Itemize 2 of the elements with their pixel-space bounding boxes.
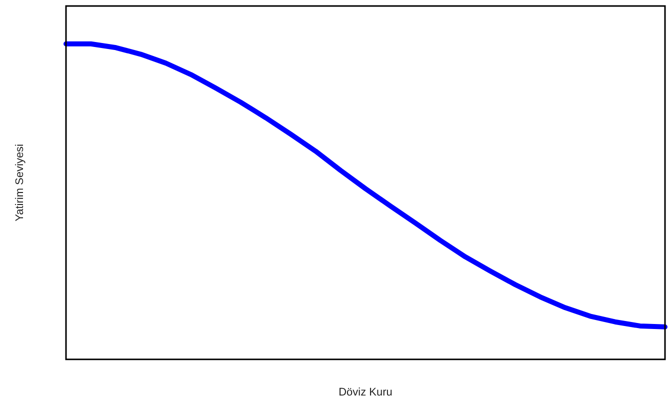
x-axis-title: Döviz Kuru [338,386,392,398]
y-axis-title: Yatirim Seviyesi [14,144,26,222]
